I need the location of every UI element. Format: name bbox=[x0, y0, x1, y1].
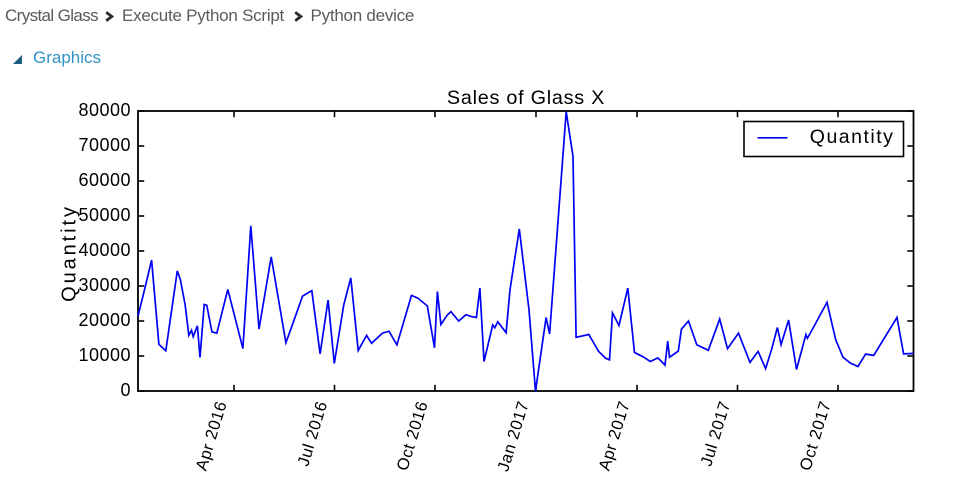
svg-text:40000: 40000 bbox=[78, 240, 131, 260]
svg-text:80000: 80000 bbox=[78, 100, 131, 120]
svg-text:Apr 2016: Apr 2016 bbox=[193, 399, 231, 473]
svg-text:Oct 2016: Oct 2016 bbox=[394, 399, 432, 473]
svg-text:Jul 2017: Jul 2017 bbox=[697, 399, 734, 469]
svg-text:Quantity: Quantity bbox=[810, 126, 895, 148]
svg-text:70000: 70000 bbox=[78, 135, 131, 155]
svg-text:Quantity: Quantity bbox=[58, 204, 80, 302]
svg-text:Oct 2017: Oct 2017 bbox=[797, 399, 835, 473]
svg-text:20000: 20000 bbox=[78, 310, 131, 330]
svg-text:Apr 2017: Apr 2017 bbox=[596, 399, 634, 473]
svg-text:30000: 30000 bbox=[78, 275, 131, 295]
svg-text:Jan 2017: Jan 2017 bbox=[494, 399, 532, 474]
svg-text:50000: 50000 bbox=[78, 205, 131, 225]
svg-text:10000: 10000 bbox=[78, 345, 131, 365]
svg-text:0: 0 bbox=[120, 380, 131, 400]
svg-text:Sales of Glass X: Sales of Glass X bbox=[447, 87, 605, 109]
svg-text:Jul 2016: Jul 2016 bbox=[294, 399, 331, 469]
svg-text:60000: 60000 bbox=[78, 170, 131, 190]
